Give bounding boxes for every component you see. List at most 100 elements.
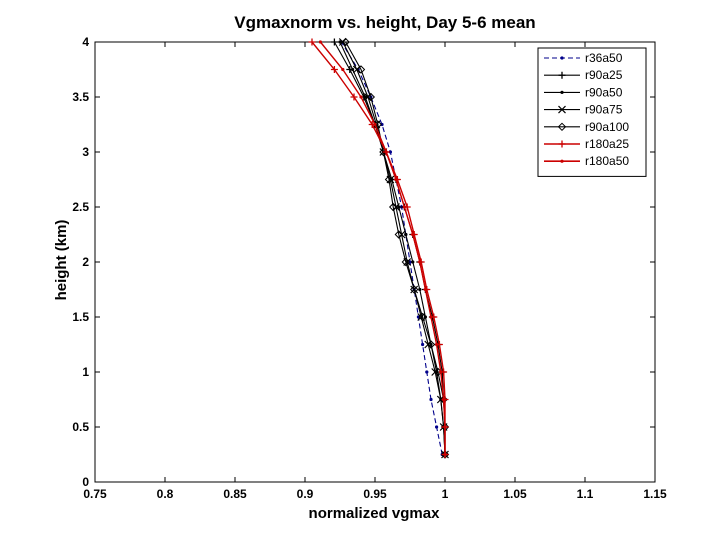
data-point-r90a25: [330, 38, 338, 46]
data-point-r90a50: [404, 232, 408, 237]
data-point-r180a50: [439, 370, 443, 374]
data-point-r90a100: [366, 92, 376, 102]
series-line-r180a50: [319, 41, 446, 455]
y-tick-label: 2: [82, 255, 89, 269]
legend: r36a50 r90a25 r90a50 r90a75 r90a100 r180a25 r1…: [537, 47, 647, 177]
legend-box: [537, 47, 647, 177]
data-point-r90a50: [397, 205, 401, 209]
legend-marker: [560, 56, 564, 60]
data-point-r90a50: [363, 95, 367, 99]
data-point-r180a50: [373, 122, 377, 127]
data-point-r36a50: [421, 342, 425, 347]
data-point-r180a25: [330, 66, 338, 73]
data-point-r90a100: [409, 285, 419, 294]
x-tick-label: 0.85: [223, 487, 247, 501]
chart-title: Vgmaxnorm vs. height, Day 5-6 mean: [234, 13, 535, 32]
y-axis-label: height (km): [53, 220, 70, 301]
series-line-r90a25: [333, 41, 446, 455]
x-tick-label: 0.75: [83, 487, 107, 501]
data-point-r180a50: [318, 40, 322, 44]
data-point-r36a50: [429, 397, 433, 402]
data-point-r90a100: [341, 37, 350, 47]
data-point-r180a50: [411, 232, 415, 237]
x-tick-label: 0.95: [363, 487, 387, 501]
series-r90a50: [338, 40, 447, 457]
data-point-r180a50: [429, 315, 433, 319]
y-tick-label: 3.5: [72, 90, 89, 104]
series-line-r180a25: [311, 41, 446, 455]
data-point-r90a100: [394, 230, 404, 239]
legend-marker: [558, 140, 566, 148]
x-tick-label: 0.8: [157, 487, 174, 501]
x-tick-label: 0.9: [297, 487, 314, 501]
data-point-r180a50: [423, 287, 427, 292]
data-point-r90a100: [418, 312, 427, 322]
legend-marker: [557, 122, 567, 132]
data-point-r90a50: [338, 40, 342, 44]
data-point-r180a50: [359, 95, 363, 99]
series-r180a50: [318, 40, 447, 457]
data-point-r180a25: [308, 38, 316, 46]
y-tick-label: 4: [82, 35, 89, 49]
legend-label: r90a100: [585, 120, 629, 134]
legend-item-r36a50: r36a50: [544, 51, 623, 65]
y-tick-label: 2.5: [72, 200, 89, 214]
legend-marker: [560, 90, 564, 94]
legend-marker: [558, 71, 566, 79]
data-point-r36a50: [388, 150, 392, 154]
data-point-r180a50: [435, 342, 439, 347]
data-point-r90a100: [356, 65, 366, 74]
data-point-r90a50: [411, 260, 415, 264]
series-line-r90a75: [342, 41, 446, 455]
legend-label: r36a50: [585, 51, 623, 65]
legend-items: r36a50 r90a25 r90a50 r90a75 r90a100 r180a25 r1…: [544, 51, 629, 168]
legend-item-r90a100: r90a100: [544, 120, 629, 134]
legend-marker: [560, 159, 564, 163]
y-tick-label: 0.5: [72, 420, 89, 434]
series-line-r90a100: [345, 41, 446, 455]
series-r180a25: [308, 38, 449, 458]
data-point-r180a50: [443, 425, 447, 429]
data-point-r90a100: [388, 202, 398, 212]
data-point-r90a100: [401, 257, 411, 267]
y-tick-label: 1.5: [72, 310, 89, 324]
legend-item-r90a50: r90a50: [544, 85, 623, 99]
data-point-r180a50: [418, 260, 422, 264]
legend-item-r90a25: r90a25: [544, 68, 623, 82]
x-tick-label: 1.15: [643, 487, 667, 501]
x-tick-label: 1.05: [503, 487, 527, 501]
y-tick-label: 0: [82, 475, 89, 489]
y-tick-label: 1: [82, 365, 89, 379]
data-point-r180a50: [394, 177, 398, 182]
data-point-r180a50: [384, 150, 388, 154]
data-point-r90a100: [426, 340, 436, 349]
x-axis-label: normalized vgmax: [309, 505, 441, 522]
series-line-r36a50: [340, 41, 443, 455]
data-point-r180a25: [350, 93, 358, 101]
data-point-r180a50: [443, 452, 447, 457]
legend-item-r180a25: r180a25: [544, 137, 629, 151]
data-point-r36a50: [425, 370, 429, 374]
legend-label: r90a50: [585, 85, 623, 99]
x-axis: 0.75 0.8 0.85 0.9 0.95 1 1.05 1.1 1.15: [83, 42, 667, 501]
data-point-r180a50: [402, 205, 406, 209]
legend-item-r90a75: r90a75: [544, 103, 623, 117]
y-tick-label: 3: [82, 145, 89, 159]
data-point-r90a100: [384, 175, 394, 184]
x-tick-label: 1: [442, 487, 449, 501]
series-r90a100: [341, 37, 450, 459]
x-tick-label: 1.1: [577, 487, 594, 501]
series-line-r90a50: [339, 41, 446, 455]
data-point-r90a50: [351, 67, 355, 72]
legend-label: r180a25: [585, 137, 629, 151]
data-point-r36a50: [435, 425, 439, 429]
legend-label: r90a75: [585, 103, 623, 117]
data-point-r180a50: [442, 397, 446, 402]
series-r36a50: [339, 40, 444, 457]
series-layer: [308, 37, 450, 459]
legend-label: r90a25: [585, 68, 623, 82]
plot-area: 0.75 0.8 0.85 0.9 0.95 1 1.05 1.1 1.15 0 0.5 1 1.5 2…: [72, 35, 667, 501]
series-r90a75: [338, 38, 449, 459]
